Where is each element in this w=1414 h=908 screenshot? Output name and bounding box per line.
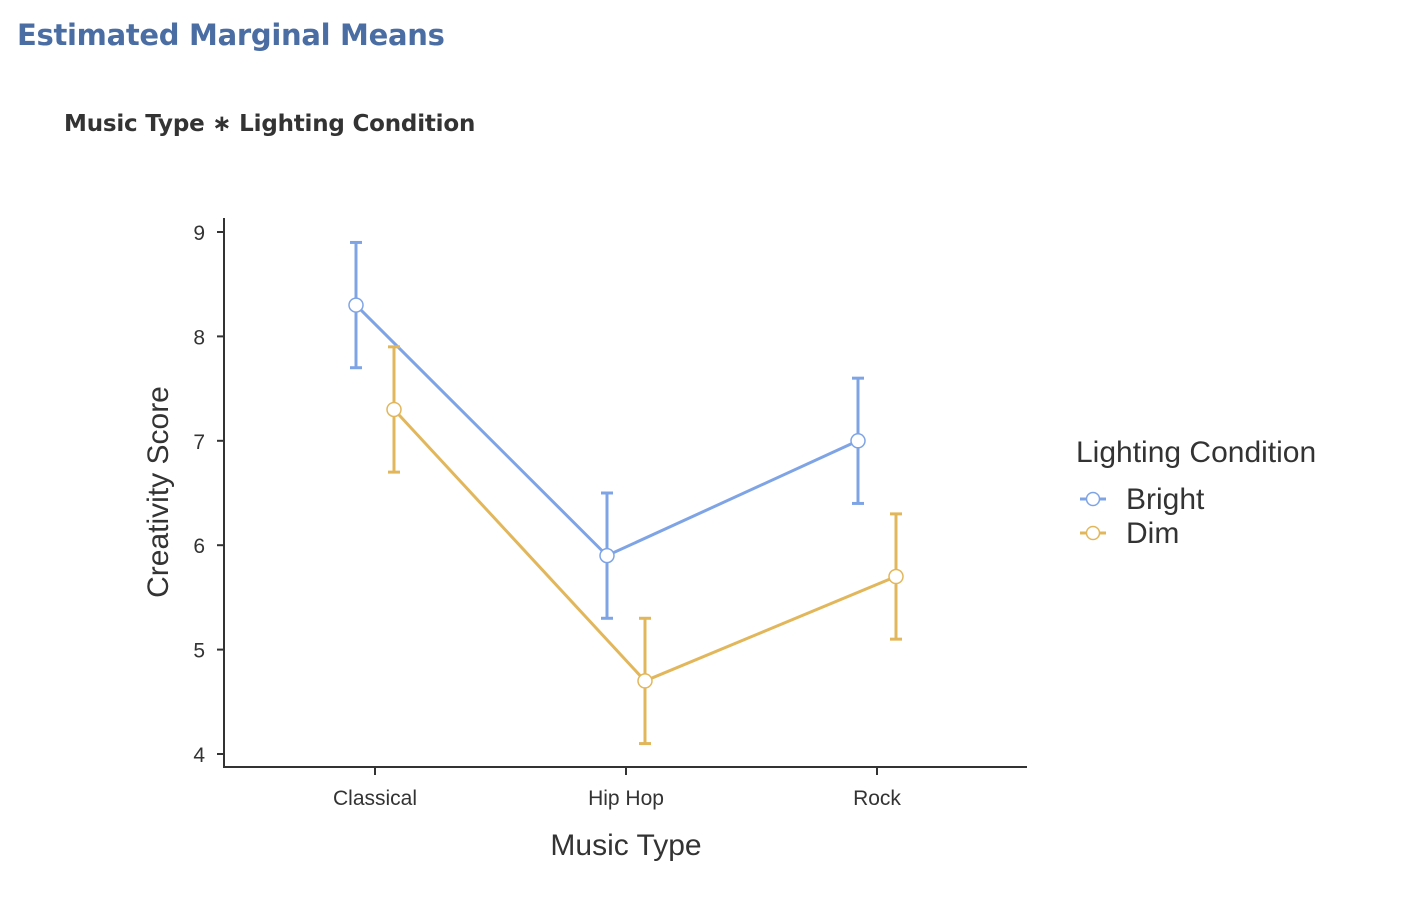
legend-label: Bright — [1126, 483, 1205, 516]
series-bright — [348, 240, 866, 620]
y-tick-label: 4 — [193, 744, 205, 767]
series-layer — [348, 240, 904, 746]
x-axis-title: Music Type — [550, 829, 701, 862]
data-point — [637, 673, 653, 689]
y-tick-label: 9 — [193, 222, 205, 245]
y-tick-label: 6 — [193, 535, 205, 558]
y-tick-label: 8 — [193, 326, 205, 349]
x-tick-label: Hip Hop — [588, 787, 664, 810]
legend-marker-icon — [1085, 525, 1101, 541]
data-point — [386, 401, 402, 418]
data-point — [348, 297, 364, 313]
legend-title: Lighting Condition — [1076, 436, 1316, 469]
y-axis: 4 5 6 7 8 9 Creativity Score — [142, 218, 225, 768]
data-point — [850, 433, 866, 449]
legend-marker-icon — [1085, 491, 1101, 507]
series-dim — [386, 345, 904, 746]
y-axis-title: Creativity Score — [142, 386, 175, 598]
plot-title: Music Type ∗ Lighting Condition — [64, 111, 476, 137]
legend-item-bright: Bright — [1080, 483, 1205, 516]
x-tick-label: Rock — [853, 787, 901, 810]
page-title: Estimated Marginal Means — [17, 18, 445, 52]
data-point — [888, 568, 904, 585]
legend-item-dim: Dim — [1080, 517, 1179, 550]
y-tick-label: 5 — [193, 640, 205, 663]
x-tick-label: Classical — [333, 787, 417, 810]
x-axis: Classical Hip Hop Rock Music Type — [223, 766, 1027, 862]
data-point — [599, 547, 615, 564]
legend-label: Dim — [1126, 517, 1179, 550]
y-tick-label: 7 — [193, 431, 205, 454]
